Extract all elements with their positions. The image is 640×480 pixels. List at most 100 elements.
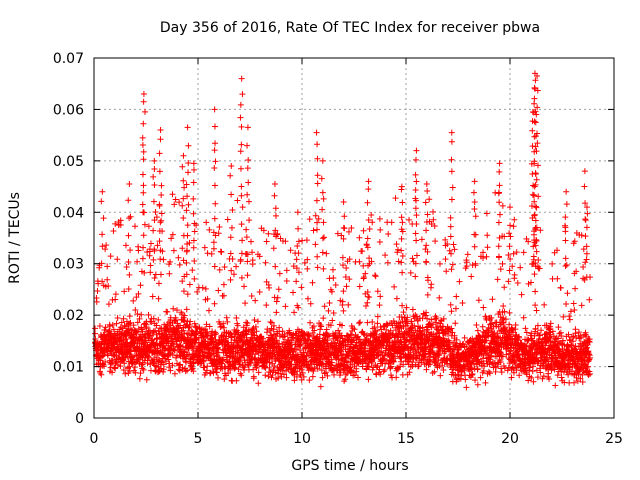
data-point [311, 327, 318, 334]
data-point [525, 238, 532, 245]
data-point [586, 336, 593, 343]
data-point [271, 231, 278, 238]
data-point [428, 281, 435, 288]
data-point [140, 366, 147, 373]
data-point [133, 344, 140, 351]
data-point [238, 274, 245, 281]
data-point [545, 370, 552, 377]
data-point [463, 259, 470, 266]
data-point [334, 230, 341, 237]
data-point [514, 279, 521, 286]
data-point [387, 363, 394, 370]
data-point [373, 342, 380, 349]
data-point [549, 260, 556, 267]
x-tick-label: 20 [501, 431, 519, 447]
data-point [506, 267, 513, 274]
data-point [505, 252, 512, 259]
data-point [371, 324, 378, 331]
data-point [491, 360, 498, 367]
data-point [276, 340, 283, 347]
data-point [295, 250, 302, 257]
data-point [412, 171, 419, 178]
data-point [530, 253, 537, 260]
data-point [274, 294, 281, 301]
data-point [234, 322, 241, 329]
data-point [511, 271, 518, 278]
data-point [474, 365, 481, 372]
data-point [508, 374, 515, 381]
data-point [423, 309, 430, 316]
data-point [220, 292, 227, 299]
data-point [170, 346, 177, 353]
data-point [533, 176, 540, 183]
data-point [484, 244, 491, 251]
data-point [380, 368, 387, 375]
data-point [137, 282, 144, 289]
data-point [413, 178, 420, 185]
data-point [522, 325, 529, 332]
data-point [113, 320, 120, 327]
data-point [202, 285, 209, 292]
data-point [529, 127, 536, 134]
data-point [180, 195, 187, 202]
data-point [206, 323, 213, 330]
data-point [453, 293, 460, 300]
data-point [506, 309, 513, 316]
data-point [125, 197, 132, 204]
data-point [228, 267, 235, 274]
data-point [306, 377, 313, 384]
data-point [351, 372, 358, 379]
data-point [304, 256, 311, 263]
data-point [190, 244, 197, 251]
data-point [170, 305, 177, 312]
data-point [364, 199, 371, 206]
data-point [182, 323, 189, 330]
data-point [377, 226, 384, 233]
data-point [364, 235, 371, 242]
y-tick-label: 0.06 [53, 102, 84, 118]
data-point [424, 315, 431, 322]
data-point [279, 328, 286, 335]
data-point [312, 241, 319, 248]
data-point [446, 247, 453, 254]
data-point [547, 335, 554, 342]
data-point [393, 295, 400, 302]
data-point [510, 250, 517, 257]
data-point [250, 366, 257, 373]
data-point [140, 120, 147, 127]
y-axis-ticks: 00.010.020.030.040.050.060.07 [53, 51, 614, 427]
data-point [328, 288, 335, 295]
data-point [277, 370, 284, 377]
data-point [497, 266, 504, 273]
data-point [326, 300, 333, 307]
data-point [297, 341, 304, 348]
x-tick-label: 15 [397, 431, 415, 447]
data-point [517, 264, 524, 271]
data-point [554, 275, 561, 282]
data-point [587, 371, 594, 378]
data-point [362, 270, 369, 277]
data-point [254, 318, 261, 325]
data-point [468, 273, 475, 280]
data-point [431, 368, 438, 375]
data-point [149, 293, 156, 300]
data-point [99, 278, 106, 285]
data-point [566, 313, 573, 320]
data-point [126, 313, 133, 320]
data-point [368, 358, 375, 365]
data-point [244, 165, 251, 172]
data-point [558, 332, 565, 339]
data-point [106, 323, 113, 330]
data-point [146, 327, 153, 334]
data-point [490, 323, 497, 330]
data-point [238, 183, 245, 190]
data-point [554, 372, 561, 379]
data-point [405, 330, 412, 337]
data-point [504, 367, 511, 374]
data-point [94, 288, 101, 295]
data-point [455, 371, 462, 378]
data-point [453, 336, 460, 343]
data-point [531, 85, 538, 92]
data-point [572, 343, 579, 350]
data-point [190, 160, 197, 167]
